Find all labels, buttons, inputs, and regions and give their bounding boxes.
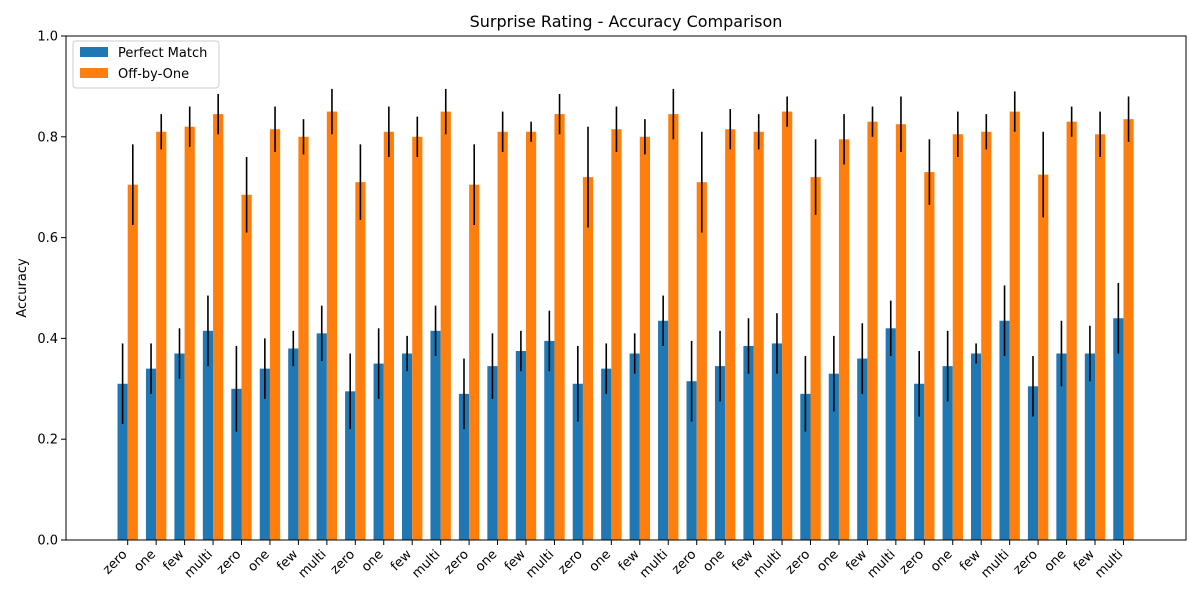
bar-perfect-match-2 (174, 353, 185, 540)
bar-off-by-one-1 (156, 131, 167, 540)
bar-perfect-match-35 (1113, 318, 1124, 540)
bar-off-by-one-7 (326, 111, 338, 540)
bar-off-by-one-8 (355, 182, 366, 540)
bar-off-by-one-15 (554, 114, 565, 541)
bar-perfect-match-30 (971, 353, 982, 540)
bar-perfect-match-3 (202, 330, 214, 540)
bar-off-by-one-6 (298, 136, 309, 541)
bar-perfect-match-20 (686, 381, 697, 540)
y-axis-label: Accuracy (15, 258, 30, 318)
bar-off-by-one-31 (1009, 111, 1020, 540)
bar-off-by-one-13 (497, 131, 508, 540)
bar-perfect-match-10 (402, 353, 413, 540)
bar-perfect-match-17 (601, 368, 612, 540)
y-tick-label: 0.6 (37, 231, 58, 246)
bar-off-by-one-19 (668, 114, 679, 541)
bar-perfect-match-32 (1027, 386, 1039, 540)
legend-swatch-off-by-one (80, 68, 108, 78)
bar-perfect-match-5 (259, 368, 270, 540)
bar-perfect-match-34 (1084, 353, 1095, 540)
bar-off-by-one-27 (895, 124, 907, 540)
bar-off-by-one-12 (469, 184, 480, 540)
legend-box (72, 40, 220, 89)
bar-off-by-one-29 (952, 134, 963, 540)
bar-off-by-one-2 (184, 126, 195, 540)
bar-off-by-one-20 (696, 182, 707, 540)
y-tick-label: 1.0 (37, 30, 58, 45)
bar-perfect-match-19 (658, 320, 669, 540)
bar-perfect-match-23 (771, 343, 783, 540)
bar-perfect-match-28 (914, 383, 925, 540)
bar-perfect-match-12 (458, 393, 470, 540)
bar-perfect-match-9 (373, 363, 384, 540)
bar-off-by-one-28 (924, 172, 935, 540)
bar-perfect-match-22 (743, 345, 754, 540)
bar-perfect-match-26 (857, 358, 868, 540)
legend-label-off-by-one: Off-by-One (118, 67, 189, 82)
bar-perfect-match-24 (800, 393, 811, 540)
bar-off-by-one-25 (838, 139, 850, 540)
bar-perfect-match-8 (345, 391, 356, 540)
bar-off-by-one-26 (867, 121, 878, 541)
bar-perfect-match-1 (145, 368, 157, 540)
bar-perfect-match-21 (714, 366, 726, 540)
bars-layer (117, 111, 1134, 541)
y-tick-label: 0.0 (37, 534, 58, 549)
y-tick-label: 0.2 (37, 433, 58, 448)
bar-perfect-match-15 (544, 340, 555, 540)
bar-off-by-one-34 (1095, 134, 1106, 540)
bar-perfect-match-13 (487, 366, 498, 540)
bar-off-by-one-17 (611, 129, 622, 541)
bar-off-by-one-18 (639, 136, 650, 541)
bar-off-by-one-9 (383, 131, 394, 540)
bar-perfect-match-31 (999, 320, 1010, 540)
legend-label-perfect-match: Perfect Match (118, 46, 207, 61)
plot-frame (65, 35, 1187, 541)
bar-perfect-match-11 (430, 330, 441, 540)
bar-off-by-one-4 (241, 194, 252, 540)
bar-perfect-match-14 (515, 351, 526, 540)
bar-perfect-match-29 (942, 366, 953, 540)
legend: Perfect Match Off-by-One (72, 40, 220, 89)
bar-perfect-match-27 (885, 328, 896, 540)
bar-off-by-one-32 (1038, 174, 1049, 540)
bar-perfect-match-18 (629, 353, 640, 540)
bar-off-by-one-14 (526, 131, 537, 540)
legend-swatch-perfect-match (80, 47, 108, 57)
bar-off-by-one-3 (213, 114, 224, 541)
y-tick-label: 0.4 (37, 332, 58, 347)
bar-off-by-one-10 (412, 136, 423, 541)
bar-perfect-match-16 (572, 383, 583, 540)
bar-off-by-one-22 (753, 131, 764, 540)
bar-perfect-match-25 (828, 373, 839, 540)
error-bars-layer (121, 88, 1130, 432)
bar-off-by-one-11 (440, 111, 451, 540)
bar-off-by-one-21 (725, 129, 736, 541)
bar-perfect-match-7 (316, 333, 327, 540)
bar-off-by-one-24 (810, 177, 821, 540)
bar-off-by-one-35 (1123, 119, 1134, 540)
bar-off-by-one-23 (782, 111, 793, 540)
chart-title: Surprise Rating - Accuracy Comparison (470, 12, 783, 31)
bar-off-by-one-0 (127, 184, 138, 540)
bar-off-by-one-30 (981, 131, 992, 540)
bar-off-by-one-16 (582, 177, 594, 540)
bar-perfect-match-33 (1056, 353, 1067, 540)
bar-off-by-one-5 (269, 129, 281, 541)
bar-perfect-match-4 (231, 388, 242, 540)
y-tick-label: 0.8 (37, 130, 58, 145)
bar-off-by-one-33 (1066, 121, 1077, 541)
bar-perfect-match-0 (117, 383, 128, 540)
bar-perfect-match-6 (288, 348, 299, 540)
